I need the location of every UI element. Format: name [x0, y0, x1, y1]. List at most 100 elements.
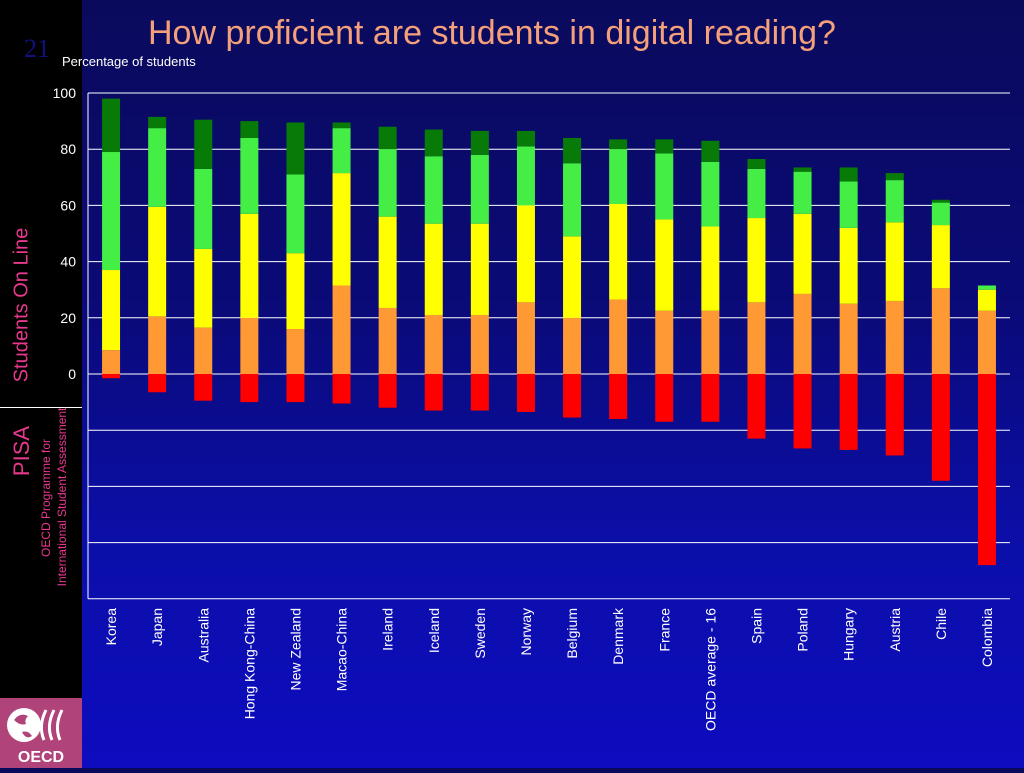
x-tick-label: New Zealand [287, 608, 303, 691]
bar-segment-level2 [378, 307, 397, 374]
bar-below-level1 [424, 374, 443, 411]
bar-below-level1 [102, 374, 121, 379]
bar-segment-level3 [424, 223, 443, 315]
bar-segment-level4 [655, 153, 674, 220]
bar-segment-level3 [470, 223, 489, 315]
x-tick-label: Colombia [979, 608, 995, 667]
y-tick-label: 60 [60, 197, 76, 213]
bar-segment-level5 [332, 122, 351, 129]
x-tick-label: OECD average - 16 [702, 608, 718, 731]
bar-segment-level2 [332, 285, 351, 374]
bar-segment-level2 [655, 310, 674, 374]
slide-number: 21 [24, 34, 50, 63]
sidebar: Students On Line PISA OECD Programme for… [0, 0, 82, 768]
bar-segment-level2 [240, 317, 259, 374]
bar-segment-level5 [839, 167, 858, 182]
bar-segment-level5 [194, 119, 213, 169]
bar-segment-level3 [148, 206, 167, 317]
bar-segment-level3 [885, 222, 904, 301]
x-tick-label: Sweden [472, 608, 488, 659]
bar-segment-level4 [194, 168, 213, 249]
x-tick-label: Japan [149, 608, 165, 646]
bar-segment-level5 [378, 126, 397, 150]
bar-segment-level4 [516, 146, 535, 206]
bar-below-level1 [378, 374, 397, 408]
bar-segment-level4 [470, 154, 489, 224]
x-tick-label: Australia [195, 608, 211, 663]
bar-segment-level4 [747, 168, 766, 219]
bar-segment-level3 [609, 203, 628, 300]
bar-segment-level3 [747, 218, 766, 303]
bar-segment-level5 [701, 140, 720, 162]
bar-below-level1 [194, 374, 213, 401]
bar-segment-level5 [747, 159, 766, 169]
bar-segment-level5 [563, 137, 582, 164]
bar-below-level1 [839, 374, 858, 450]
x-tick-label: Spain [748, 608, 764, 644]
bar-segment-level2 [839, 303, 858, 374]
bar-segment-level3 [793, 213, 812, 294]
y-tick-label: 100 [53, 85, 77, 101]
bar-segment-level3 [102, 270, 121, 351]
x-tick-label: Chile [933, 608, 949, 640]
bar-segment-level3 [701, 226, 720, 311]
bar-segment-level3 [240, 213, 259, 318]
bar-segment-level4 [793, 171, 812, 214]
x-tick-label: Poland [795, 608, 811, 652]
bar-segment-level2 [931, 288, 950, 374]
bar-segment-level4 [286, 174, 305, 254]
page-title: How proficient are students in digital r… [148, 14, 836, 52]
bar-segment-level5 [655, 139, 674, 154]
bar-segment-level5 [424, 129, 443, 157]
bar-segment-level5 [470, 130, 489, 155]
bar-segment-level3 [194, 248, 213, 328]
y-tick-label: 0 [68, 366, 76, 382]
bar-below-level1 [747, 374, 766, 439]
bar-segment-level5 [793, 167, 812, 172]
bar-segment-level4 [609, 149, 628, 204]
bar-segment-level2 [793, 293, 812, 374]
y-tick-label: 20 [60, 310, 76, 326]
bar-segment-level2 [516, 302, 535, 374]
bar-segment-level4 [240, 137, 259, 214]
bar-segment-level2 [563, 317, 582, 374]
x-tick-label: Macao-China [334, 608, 350, 691]
bar-segment-level3 [286, 253, 305, 330]
bar-segment-level3 [378, 216, 397, 308]
bar-below-level1 [977, 374, 996, 566]
svg-text:OECD: OECD [18, 749, 64, 766]
bar-segment-level2 [885, 300, 904, 374]
bar-segment-level4 [378, 149, 397, 217]
x-tick-label: France [656, 608, 672, 652]
bar-segment-level4 [839, 181, 858, 228]
bar-segment-level5 [102, 98, 121, 153]
bar-below-level1 [148, 374, 167, 393]
bar-segment-level4 [563, 163, 582, 237]
bar-segment-level4 [102, 152, 121, 271]
oecd-logo-icon: OECD [7, 708, 64, 766]
bar-segment-level2 [102, 350, 121, 374]
bar-segment-level2 [747, 302, 766, 374]
x-tick-label: Korea [103, 608, 119, 646]
bar-segment-level4 [977, 285, 996, 290]
bar-segment-level4 [332, 128, 351, 174]
bar-below-level1 [655, 374, 674, 422]
x-tick-label: Denmark [610, 607, 626, 665]
y-tick-label: 80 [60, 141, 76, 157]
bar-segment-level4 [148, 128, 167, 207]
x-tick-label: Ireland [380, 608, 396, 651]
bar-segment-level3 [839, 227, 858, 304]
bar-segment-level5 [286, 122, 305, 175]
bar-segment-level2 [701, 310, 720, 374]
bar-segment-level5 [885, 173, 904, 181]
bar-below-level1 [609, 374, 628, 419]
bar-below-level1 [240, 374, 259, 403]
bar-below-level1 [885, 374, 904, 456]
bar-below-level1 [931, 374, 950, 481]
bar-segment-level4 [931, 202, 950, 226]
bar-below-level1 [470, 374, 489, 411]
bar-segment-level2 [286, 329, 305, 374]
bar-below-level1 [332, 374, 351, 404]
bar-segment-level5 [609, 139, 628, 150]
